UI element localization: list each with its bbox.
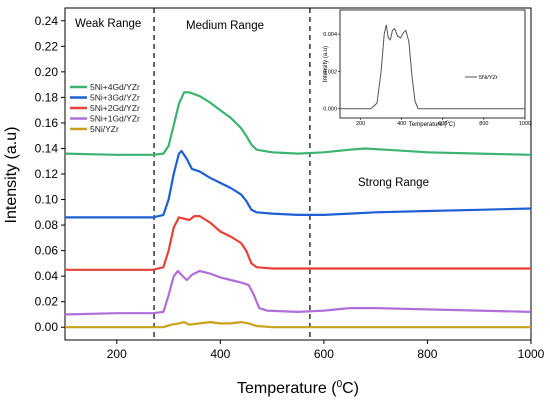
inset-series-group <box>340 24 525 110</box>
inset-x-tick-label: 400 <box>397 121 406 127</box>
series-line-5ni-2gd-yzr <box>65 215 531 271</box>
inset-y-tick-label: 0.004 <box>323 32 337 38</box>
y-tick-label: 0.14 <box>35 141 59 155</box>
legend-label: 5Ni+1Gd/YZr <box>90 114 140 124</box>
inset-chart: 200 400 600 800 1000 0.000 0.002 0.004 5Ni/YZr… <box>323 9 531 129</box>
inset-frame <box>339 9 526 119</box>
y-tick-label: 0.02 <box>35 295 59 309</box>
series-group <box>64 91 532 329</box>
y-tick-label: 0.12 <box>35 167 59 181</box>
inset-y-tick-label: 0.000 <box>323 107 337 113</box>
y-tick-label: 0.06 <box>35 244 59 258</box>
inset-x-tick-label: 1000 <box>519 121 531 127</box>
y-axis-ticks: 0.00 0.02 0.04 0.06 0.08 0.10 0.12 0.14 0.16 0.18… <box>35 14 65 334</box>
inset-y-axis-title: Intensity (a.u) <box>323 46 329 82</box>
series-line-5ni-1gd-yzr <box>64 269 532 316</box>
inset-x-axis-ticks: 200 400 600 800 1000 <box>356 118 531 127</box>
x-tick-label: 1000 <box>518 347 545 361</box>
annotation-medium-range: Medium Range <box>186 20 264 32</box>
x-tick-label: 400 <box>210 347 230 361</box>
y-tick-label: 0.10 <box>35 193 59 207</box>
inset-x-tick-label: 600 <box>438 121 447 127</box>
y-axis-title: Intensity (a.u) <box>3 127 20 224</box>
y-tick-label: 0.00 <box>35 320 59 334</box>
series-line-5ni-4gd-yzr <box>64 91 532 156</box>
legend: 5Ni+4Gd/YZr5Ni+3Gd/YZr5Ni+2Gd/YZr5Ni+1Gd… <box>70 82 140 134</box>
annotation-weak-range: Weak Range <box>75 18 141 30</box>
range-dividers <box>153 8 311 340</box>
x-tick-label: 800 <box>417 347 437 361</box>
inset-series-line <box>340 24 525 110</box>
inset-x-tick-label: 800 <box>479 121 488 127</box>
inset-legend-label: 5Ni/YZr <box>479 75 498 81</box>
x-tick-label: 200 <box>107 347 127 361</box>
y-tick-label: 0.04 <box>35 269 59 283</box>
annotation-strong-range: Strong Range <box>358 177 429 189</box>
legend-label: 5Ni/YZr <box>90 124 119 134</box>
series-line-5ni-3gd-yzr <box>65 149 532 219</box>
legend-label: 5Ni+3Gd/YZr <box>90 93 140 103</box>
inset-y-tick-label: 0.002 <box>323 69 337 75</box>
y-tick-label: 0.22 <box>35 39 59 53</box>
inset-y-axis-ticks: 0.000 0.002 0.004 <box>323 32 340 113</box>
x-axis-title-superscript: 0 <box>337 379 343 390</box>
inset-x-tick-label: 200 <box>356 121 365 127</box>
inset-legend: 5Ni/YZr <box>465 75 498 81</box>
y-tick-label: 0.20 <box>35 65 59 79</box>
legend-label: 5Ni+2Gd/YZr <box>90 103 140 113</box>
legend-label: 5Ni+4Gd/YZr <box>90 82 140 92</box>
x-tick-label: 600 <box>314 347 334 361</box>
x-axis-ticks: 200 400 600 800 1000 <box>107 340 545 361</box>
y-tick-label: 0.18 <box>35 90 59 104</box>
series-line-5ni-yzr <box>65 321 531 329</box>
x-axis-title: Temperature (0C) <box>237 379 359 397</box>
y-tick-label: 0.24 <box>35 14 59 28</box>
y-tick-label: 0.08 <box>35 218 59 232</box>
inset-x-axis-title: Temperature (0C) <box>409 120 455 129</box>
y-tick-label: 0.16 <box>35 116 59 130</box>
